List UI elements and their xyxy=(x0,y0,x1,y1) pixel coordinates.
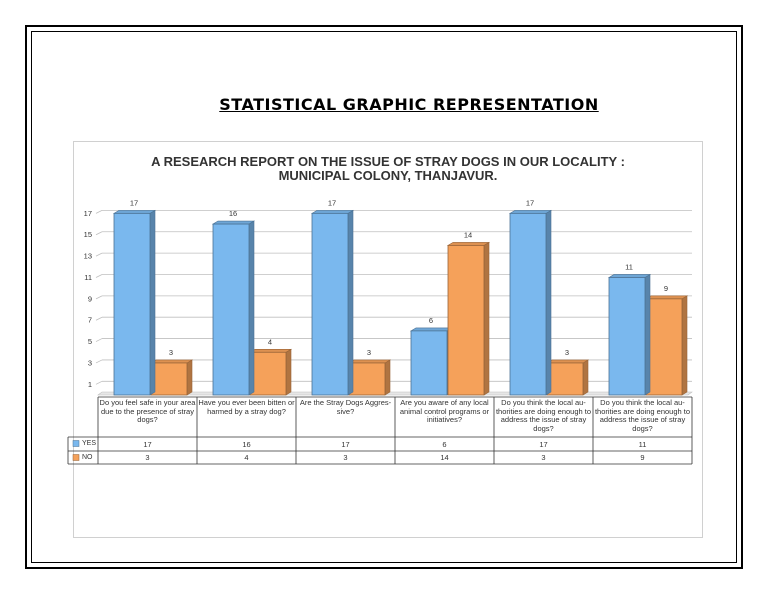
bar-yes-label: 6 xyxy=(429,316,433,325)
table-cell-no: 3 xyxy=(343,453,348,462)
bar-no-side xyxy=(483,241,490,396)
y-tick-label: 13 xyxy=(84,252,92,261)
table-cell-yes: 17 xyxy=(341,439,350,449)
gridline-edge xyxy=(95,274,103,278)
bar-no-top xyxy=(644,295,689,300)
bar-yes xyxy=(113,212,151,396)
category-label: Do you think the local au- thorities are… xyxy=(594,398,691,433)
table-cell-yes: 11 xyxy=(638,439,647,449)
bar-no-side xyxy=(681,295,688,396)
gridline-edge xyxy=(95,231,103,236)
gridline-edge xyxy=(95,338,103,342)
chart-title-line-2: MUNICIPAL COLONY, THANJAVUR. xyxy=(278,168,498,183)
legend-label-yes: YES xyxy=(82,440,97,447)
bar-yes-label: 17 xyxy=(130,198,138,207)
category-label: Have you ever been bitten or harmed by a… xyxy=(198,398,295,416)
bar-no xyxy=(150,362,188,396)
gridline-edge xyxy=(95,210,103,214)
bar-yes-side xyxy=(149,209,156,396)
y-tick-label: 3 xyxy=(88,358,92,367)
bar-no-label: 3 xyxy=(367,348,371,357)
bar-yes-label: 16 xyxy=(229,209,237,218)
table-cell-yes: 17 xyxy=(539,439,548,449)
bar-no xyxy=(447,245,485,396)
inner-border xyxy=(31,31,737,563)
bar-yes-side xyxy=(347,209,354,396)
bar-no-side xyxy=(285,348,292,396)
table-cell-no: 9 xyxy=(640,453,645,462)
bar-yes-side xyxy=(644,273,651,396)
outer-border xyxy=(25,25,743,569)
bar-yes-top xyxy=(607,274,652,278)
bar-no xyxy=(645,298,683,396)
gridline-edge xyxy=(95,359,103,364)
y-tick-label: 1 xyxy=(88,380,92,389)
bar-yes-top xyxy=(211,220,256,225)
y-tick-label: 7 xyxy=(88,316,92,325)
table-cell-no: 4 xyxy=(244,453,249,462)
chart-container xyxy=(73,141,703,538)
table-cell-yes: 17 xyxy=(143,439,152,449)
gridline-edge xyxy=(95,380,103,385)
bar-yes xyxy=(212,223,250,396)
bar-no-side xyxy=(582,359,589,396)
table-cell-no: 3 xyxy=(541,453,546,462)
category-label: Do you feel safe in your area due to the… xyxy=(99,398,196,424)
bar-yes-side xyxy=(545,209,552,396)
bar-no-label: 9 xyxy=(664,284,668,293)
bar-yes-label: 11 xyxy=(625,262,633,271)
table-cell-no: 14 xyxy=(440,453,449,462)
bar-yes-top xyxy=(409,327,454,332)
chart-title: A RESEARCH REPORT ON THE ISSUE OF STRAY … xyxy=(73,155,703,183)
bar-no-top xyxy=(545,359,590,364)
bar-yes-top xyxy=(508,210,553,214)
category-label: Are the Stray Dogs Aggres- sive? xyxy=(299,398,392,416)
bar-yes-label: 17 xyxy=(328,198,336,207)
y-tick-label: 5 xyxy=(88,337,92,346)
legend-label-no: NO xyxy=(82,454,93,461)
y-tick-label: 11 xyxy=(84,273,92,282)
page-heading: STATISTICAL GRAPHIC REPRESENTATION xyxy=(219,95,599,114)
bar-no-label: 3 xyxy=(169,348,173,357)
gridline-edge xyxy=(95,316,103,321)
chart-title-line-1: A RESEARCH REPORT ON THE ISSUE OF STRAY … xyxy=(151,154,625,169)
y-tick-label: 9 xyxy=(88,294,92,303)
table-cell-yes: 16 xyxy=(242,439,251,449)
bar-no-top xyxy=(347,359,392,364)
gridline-edge xyxy=(95,295,103,300)
bar-yes xyxy=(410,330,448,396)
y-tick-label: 15 xyxy=(84,230,92,239)
bar-no-side xyxy=(186,359,193,396)
bar-no-top xyxy=(149,359,194,364)
bar-no-label: 14 xyxy=(464,230,472,239)
bar-yes-top xyxy=(310,210,355,214)
gridline-edge xyxy=(95,252,103,257)
legend-key-yes xyxy=(72,440,80,447)
y-tick-label: 17 xyxy=(84,209,92,218)
table-cell-no: 3 xyxy=(145,453,150,462)
bar-no-top xyxy=(446,242,491,246)
bar-yes xyxy=(509,212,547,396)
bar-yes-side xyxy=(248,220,255,396)
bar-no-side xyxy=(384,359,391,396)
bar-yes-top xyxy=(112,210,157,214)
category-label: Do you think the local au- thorities are… xyxy=(495,398,592,433)
bar-yes xyxy=(311,212,349,396)
bar-no-label: 4 xyxy=(268,337,272,346)
category-label: Are you aware of any local animal contro… xyxy=(399,398,490,424)
bar-no xyxy=(546,362,584,396)
bar-no-top xyxy=(248,348,293,353)
bar-yes-label: 17 xyxy=(526,198,534,207)
bar-no-label: 3 xyxy=(565,348,569,357)
bar-no xyxy=(249,351,287,396)
table-cell-yes: 6 xyxy=(442,439,447,449)
bar-no xyxy=(348,362,386,396)
legend-key-no xyxy=(72,454,80,461)
bar-yes xyxy=(608,277,646,396)
